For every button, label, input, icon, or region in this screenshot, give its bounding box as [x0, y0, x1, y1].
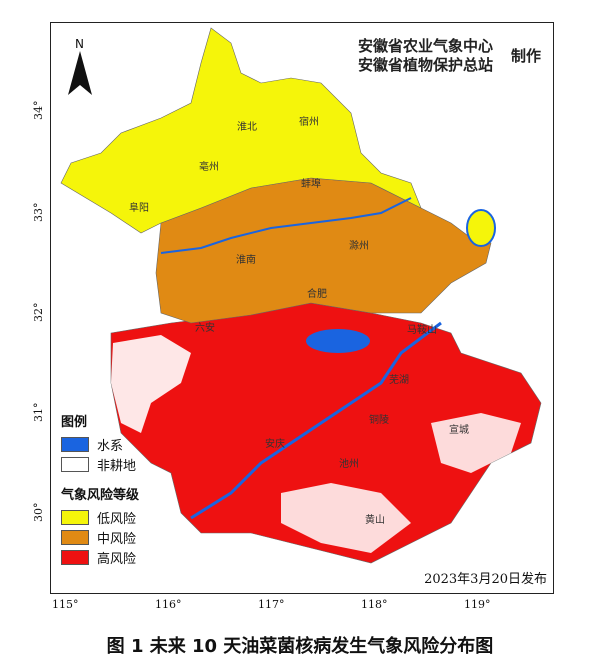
nonfarm-area-se: [431, 413, 521, 473]
city-label-huangshan: 黄山: [365, 515, 385, 526]
north-label: N: [75, 37, 84, 51]
gaoyou-lake-area: [466, 209, 496, 247]
city-label-chuzhou: 滁州: [349, 241, 369, 252]
yangtze-river: [190, 321, 442, 520]
city-label-bozhou: 亳州: [199, 162, 219, 173]
release-date: 2023年3月20日发布: [424, 572, 547, 587]
city-label-luan: 六安: [195, 323, 215, 334]
legend-swatch-high: [61, 549, 89, 565]
lon-label-116: 116°: [155, 598, 182, 611]
legend-item-low: 低风险: [61, 507, 139, 527]
city-label-maanshan: 马鞍山: [407, 325, 437, 336]
legend-item-water: 水系: [61, 434, 139, 454]
lat-label-30: 30°: [32, 502, 45, 523]
city-label-huaibei: 淮北: [237, 122, 257, 133]
city-label-anqing: 安庆: [265, 439, 285, 450]
legend-swatch-water: [61, 436, 89, 452]
nonfarm-area-s: [281, 483, 411, 553]
legend-label-nonfarm: 非耕地: [97, 458, 137, 474]
north-arrow-icon: [68, 51, 92, 95]
city-label-hefei: 合肥: [307, 289, 327, 300]
map-frame: 安徽省农业气象中心 安徽省植物保护总站 制作 N 淮北 宿州 亳州 阜阳 蚌埠 …: [50, 22, 554, 594]
credit-org-1: 安徽省农业气象中心: [357, 37, 493, 55]
legend-swatch-low: [61, 509, 89, 525]
city-label-bengbu: 蚌埠: [301, 179, 321, 190]
legend-title: 图例: [61, 415, 88, 430]
lat-label-33: 33°: [32, 202, 45, 223]
lon-label-117: 117°: [258, 598, 285, 611]
city-label-huainan: 淮南: [236, 255, 256, 266]
lat-label-32: 32°: [32, 302, 45, 323]
figure-caption: 图 1 未来 10 天油菜菌核病发生气象风险分布图: [106, 636, 494, 657]
legend-swatch-medium: [61, 529, 89, 545]
legend: 图例 水系 非耕地 气象风险等级 低风险 中风险 高风险: [61, 411, 139, 567]
credit-org-2: 安徽省植物保护总站: [357, 56, 493, 74]
lat-label-31: 31°: [32, 402, 45, 423]
legend-label-medium: 中风险: [97, 531, 137, 547]
city-label-wuhu: 芜湖: [389, 375, 409, 386]
legend-label-water: 水系: [97, 438, 124, 454]
city-label-xuancheng: 宣城: [449, 425, 469, 436]
nonfarm-area-sw: [111, 335, 191, 433]
legend-swatch-nonfarm: [61, 456, 89, 472]
chaohu-lake: [306, 329, 370, 353]
city-label-suzhou: 宿州: [299, 117, 319, 128]
risk-map: [60, 27, 542, 564]
legend-label-high: 高风险: [97, 551, 137, 567]
north-arrow: N: [65, 37, 95, 97]
legend-item-nonfarm: 非耕地: [61, 454, 139, 474]
high-risk-region: [110, 302, 542, 564]
legend-item-high: 高风险: [61, 547, 139, 567]
legend-label-low: 低风险: [97, 511, 137, 527]
city-label-tongling: 铜陵: [369, 415, 389, 426]
city-label-chizhou: 池州: [339, 459, 359, 470]
lon-label-115: 115°: [52, 598, 79, 611]
lon-label-118: 118°: [361, 598, 388, 611]
credit-made: 制作: [510, 47, 541, 65]
lon-label-119: 119°: [464, 598, 491, 611]
low-risk-region: [60, 27, 422, 234]
legend-item-medium: 中风险: [61, 527, 139, 547]
lat-label-34: 34°: [32, 100, 45, 121]
city-label-fuyang: 阜阳: [129, 203, 149, 214]
legend-risk-title: 气象风险等级: [61, 488, 140, 503]
credit-block: 安徽省农业气象中心 安徽省植物保护总站 制作: [357, 37, 541, 75]
huai-river: [160, 197, 412, 254]
